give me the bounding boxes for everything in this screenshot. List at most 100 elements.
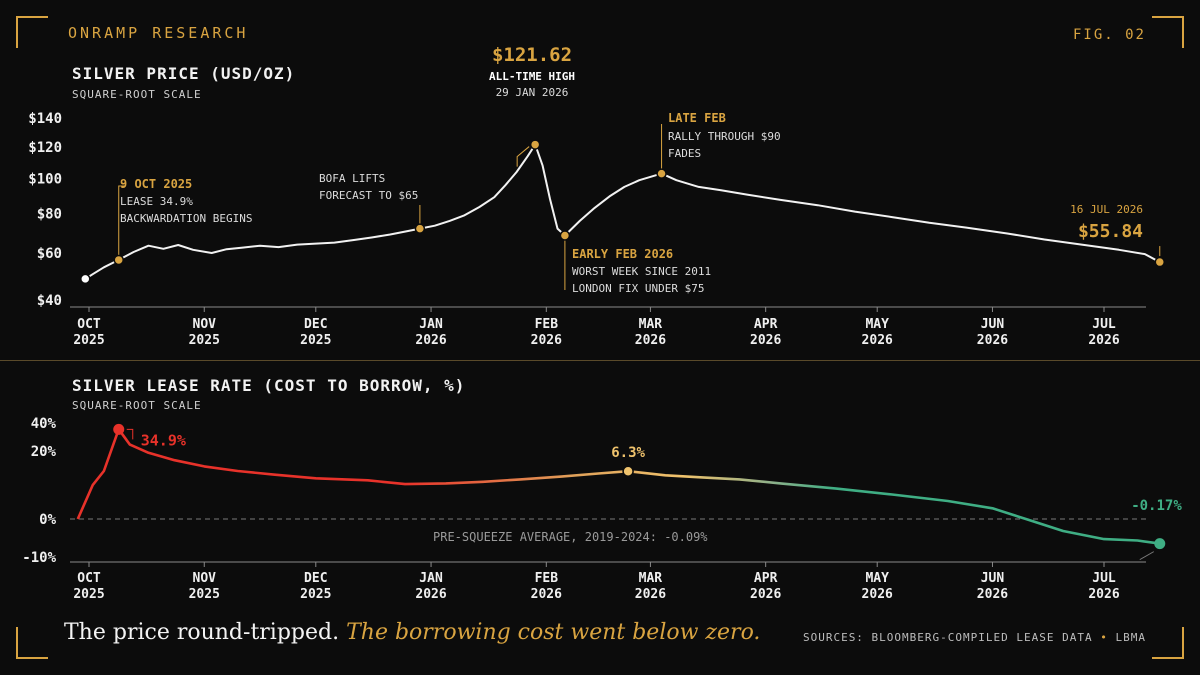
price-x-tick-month: JUL: [1092, 317, 1116, 332]
annotation-leader: [1139, 551, 1155, 561]
lease-x-tick-month: MAY: [865, 571, 889, 586]
lease-y-tick-label: 40%: [31, 416, 57, 432]
sources-text: SOURCES: BLOOMBERG-COMPILED LEASE DATA: [802, 631, 1093, 644]
price-x-tick-year: 2025: [300, 333, 331, 348]
price-marker-end: [1154, 256, 1166, 268]
price-x-tick-month: FEB: [535, 317, 559, 332]
lease-end-label: -0.17%: [1131, 498, 1182, 514]
corner-bracket-bottom-right: [1152, 627, 1184, 659]
price-series-line: [84, 143, 1161, 280]
annotation-label: 29 JAN 2026: [496, 86, 569, 99]
price-x-tick-month: OCT: [77, 317, 101, 332]
annotation-leader: [118, 185, 125, 260]
price-start-point: [80, 273, 91, 285]
annotation-label: 9 OCT 2025: [120, 177, 192, 191]
price-x-tick-month: JAN: [419, 317, 443, 332]
lease-x-tick-year: 2026: [977, 587, 1008, 602]
sources-dot: •: [1100, 631, 1108, 644]
annotation-label: FADES: [668, 147, 701, 160]
price-y-tick-label: $40: [37, 293, 62, 309]
annotation-label: RALLY THROUGH $90: [668, 130, 781, 143]
price-y-tick-label: $140: [28, 111, 62, 127]
annotation-label: ALL-TIME HIGH: [489, 70, 575, 83]
annotation-label: WORST WEEK SINCE 2011: [572, 265, 711, 278]
price-x-tick-year: 2026: [977, 333, 1008, 348]
lease-y-tick-label: -10%: [22, 550, 56, 566]
lease-x-tick-year: 2026: [415, 587, 446, 602]
price-x-tick-year: 2026: [1088, 333, 1119, 348]
price-x-tick-year: 2025: [73, 333, 104, 348]
lease-peak-marker: [113, 423, 125, 435]
annotation-label: BOFA LIFTS: [319, 172, 385, 185]
sources-note: SOURCES: BLOOMBERG-COMPILED LEASE DATA •…: [803, 631, 1146, 644]
corner-bracket-top-left: [16, 16, 48, 48]
lease-end-marker: [1154, 538, 1166, 550]
lease-chart-title: SILVER LEASE RATE (COST TO BORROW, %): [72, 376, 466, 395]
lease-x-tick-month: NOV: [193, 571, 217, 586]
lease-x-tick-year: 2026: [862, 587, 893, 602]
headline-italic: The borrowing cost went below zero.: [346, 620, 761, 645]
corner-bracket-bottom-left: [16, 627, 48, 659]
lease-x-tick-year: 2025: [300, 587, 331, 602]
lease-x-tick-year: 2025: [73, 587, 104, 602]
price-y-tick-label: $80: [37, 206, 62, 222]
lease-x-tick-month: JUL: [1092, 571, 1116, 586]
price-x-tick-year: 2026: [635, 333, 666, 348]
annotation-label: $55.84: [1078, 221, 1143, 242]
corner-bracket-top-right: [1152, 16, 1184, 48]
price-y-tick-label: $100: [28, 172, 62, 188]
lease-mid-label: 6.3%: [611, 445, 645, 461]
lease-x-tick-month: OCT: [77, 571, 101, 586]
lease-x-tick-year: 2026: [531, 587, 562, 602]
footer-headline: The price round-tripped. The borrowing c…: [64, 620, 760, 645]
annotation-label: LATE FEB: [668, 111, 726, 125]
annotation-label: LONDON FIX UNDER $75: [572, 282, 704, 295]
price-marker-feb: [559, 230, 571, 241]
lease-x-tick-month: DEC: [304, 571, 327, 586]
price-marker-late-feb: [656, 168, 667, 179]
annotation-label: FORECAST TO $65: [319, 189, 418, 202]
lease-x-tick-year: 2026: [750, 587, 781, 602]
price-marker-ath: [529, 139, 541, 150]
headline-plain: The price round-tripped.: [64, 620, 340, 645]
lease-x-tick-year: 2026: [635, 587, 666, 602]
price-marker-bofa: [414, 223, 426, 234]
lease-x-tick-month: FEB: [535, 571, 559, 586]
lease-x-tick-year: 2025: [189, 587, 220, 602]
price-x-tick-month: DEC: [304, 317, 327, 332]
figure-number: FIG. 02: [1072, 27, 1146, 43]
annotation-label: 16 JUL 2026: [1070, 203, 1143, 216]
annotation-label: LEASE 34.9%: [120, 195, 193, 208]
price-chart-subtitle: SQUARE-ROOT SCALE: [72, 88, 202, 101]
annotation-leader: [126, 428, 134, 440]
lease-x-tick-month: APR: [754, 571, 778, 586]
price-x-tick-month: NOV: [193, 317, 217, 332]
price-x-tick-year: 2026: [862, 333, 893, 348]
panel-divider: [0, 360, 1200, 361]
price-x-tick-month: JUN: [981, 317, 1005, 332]
lease-x-tick-month: JAN: [419, 571, 443, 586]
price-marker-oct: [113, 254, 124, 266]
price-chart-title: SILVER PRICE (USD/OZ): [72, 64, 296, 83]
lease-chart-subtitle: SQUARE-ROOT SCALE: [72, 399, 202, 412]
price-x-tick-month: MAR: [639, 317, 663, 332]
annotation-label: EARLY FEB 2026: [572, 247, 673, 261]
lease-mid-marker: [622, 465, 634, 477]
price-y-tick-label: $60: [37, 246, 62, 262]
price-x-tick-month: MAY: [865, 317, 889, 332]
lease-x-tick-year: 2026: [1088, 587, 1119, 602]
lease-series-line: [76, 428, 1160, 545]
lease-reference-label: PRE-SQUEEZE AVERAGE, 2019-2024: -0.09%: [433, 530, 708, 544]
price-x-tick-year: 2026: [415, 333, 446, 348]
price-x-tick-year: 2025: [189, 333, 220, 348]
lease-y-tick-label: 20%: [31, 444, 57, 460]
lease-x-tick-month: MAR: [639, 571, 663, 586]
annotation-leader: [516, 146, 530, 167]
lease-x-tick-month: JUN: [981, 571, 1005, 586]
price-y-tick-label: $120: [28, 140, 62, 156]
brand-label: ONRAMP RESEARCH: [68, 24, 249, 42]
lease-y-tick-label: 0%: [39, 512, 56, 528]
annotation-label: $121.62: [492, 44, 572, 66]
sources-extra: LBMA: [1115, 631, 1146, 644]
